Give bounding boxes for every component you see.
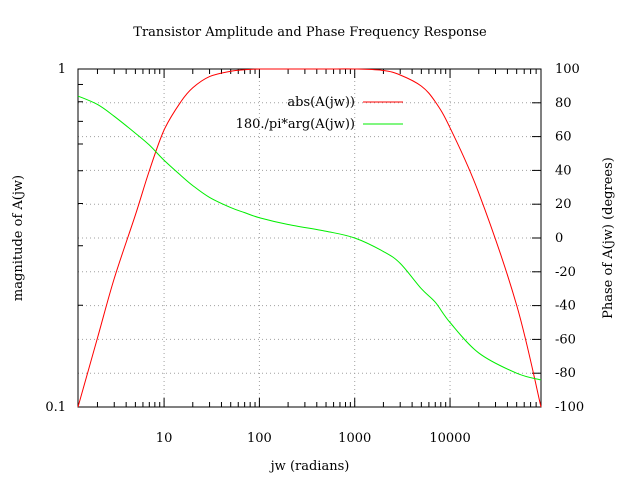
legend: abs(A(jw)) 180./pi*arg(A(jw)) [236,95,403,132]
x-tick-label: 10 [156,431,173,446]
legend-label: abs(A(jw)) [287,95,355,110]
chart-title: Transistor Amplitude and Phase Frequency… [133,25,487,40]
y2-tick-label: 100 [555,62,580,77]
y2-tick-label: 40 [555,163,572,178]
y2-tick-label: 80 [555,96,572,111]
legend-label: 180./pi*arg(A(jw)) [236,117,355,132]
y2-tick-label: -60 [555,332,576,347]
y-axis-label: magnitude of A(jw) [11,175,26,301]
y2-axis-label: Phase of A(jw) (degrees) [601,157,616,319]
y2-tick-label: 20 [555,197,572,212]
y-tick-label: 1 [58,62,66,77]
axis-ticks [78,68,542,408]
y-tick-label: 0.1 [45,400,66,415]
series-line-2 [77,95,542,381]
x-tick-label: 100 [247,431,272,446]
y2-tick-label: -100 [555,400,584,415]
y2-tick-label: -20 [555,265,576,280]
y2-tick-label: -40 [555,299,576,314]
x-axis-label: jw (radians) [269,459,350,474]
series-line-1 [77,68,542,408]
x-tick-label: 10000 [429,431,470,446]
y2-tick-label: 0 [555,231,563,246]
series-layer [77,68,542,408]
x-tick-label: 1000 [338,431,371,446]
axis-tick-labels: 10 100 1000 10000 0.1 1 100 80 60 40 20 0 -20 -40 -60 -… [45,62,584,446]
y2-tick-label: -80 [555,366,576,381]
y2-tick-label: 60 [555,130,572,145]
